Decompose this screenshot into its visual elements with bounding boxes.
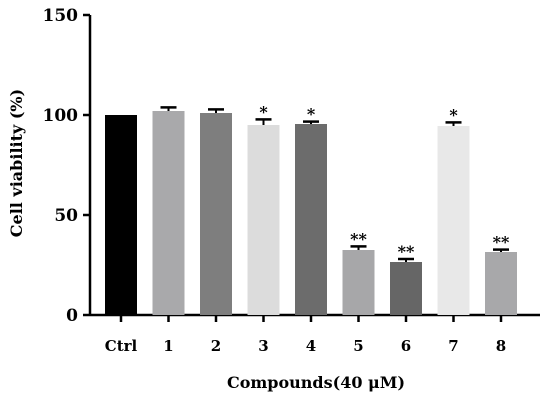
y-axis-label: Cell viability (%): [7, 89, 26, 237]
bar-Ctrl: [105, 115, 137, 315]
axis-labels: Ctrl 1 2 3 4 5 6 7 8: [105, 337, 506, 355]
significance-5: **: [350, 229, 367, 248]
x-tick-label-7: 7: [448, 337, 458, 355]
bar-1: [152, 111, 185, 315]
error-bars: [160, 106, 509, 262]
significance-4: *: [307, 105, 316, 124]
y-tick-label: 150: [43, 6, 79, 26]
bars: [105, 111, 517, 315]
bar-7: [437, 126, 470, 315]
y-tick-label: 50: [54, 206, 78, 226]
significance-marks: * ********: [259, 102, 510, 261]
x-tick-label-3: 3: [258, 337, 268, 355]
bar-8: [485, 252, 517, 315]
bar-2: [200, 113, 232, 315]
bar-3: [247, 125, 280, 315]
y-tick-label: 100: [43, 106, 79, 126]
x-tick-label-2: 2: [211, 337, 221, 355]
x-axis-label: Compounds(40 μM): [227, 373, 405, 392]
y-tick-label: 0: [66, 306, 78, 326]
x-tick-label-Ctrl: Ctrl: [105, 337, 138, 355]
significance-7: *: [449, 105, 458, 124]
x-tick-label-8: 8: [496, 337, 506, 355]
significance-6: **: [398, 242, 415, 261]
x-tick-label-6: 6: [401, 337, 411, 355]
bar-4: [295, 124, 327, 315]
x-tick-label-1: 1: [163, 337, 173, 355]
x-tick-label-4: 4: [306, 337, 316, 355]
bar-5: [342, 250, 375, 315]
significance-8: **: [493, 233, 510, 252]
x-tick-label-5: 5: [353, 337, 363, 355]
significance-3: *: [259, 102, 268, 121]
bar-6: [390, 262, 422, 315]
